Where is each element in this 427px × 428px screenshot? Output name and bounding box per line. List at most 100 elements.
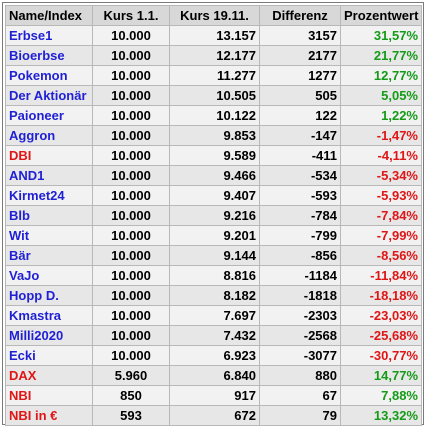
cell-differenz: 505 <box>259 85 341 106</box>
cell-kurs-now: 9.853 <box>169 125 260 146</box>
cell-name: Hopp D. <box>5 285 93 306</box>
cell-name: AND1 <box>5 165 93 186</box>
cell-prozentwert: 7,88% <box>340 385 422 406</box>
cell-kurs-start: 10.000 <box>92 165 170 186</box>
cell-prozentwert: -11,84% <box>340 265 422 286</box>
cell-differenz: 1277 <box>259 65 341 86</box>
cell-differenz: -1184 <box>259 265 341 286</box>
cell-kurs-start: 10.000 <box>92 125 170 146</box>
table-row: Kirmet24 10.000 9.407 -593 -5,93% <box>5 185 422 206</box>
cell-kurs-start: 593 <box>92 405 170 426</box>
table-body: Erbse1 10.000 13.157 3157 31,57% Bioerbse 10.0… <box>5 25 422 426</box>
table-row: NBI 850 917 67 7,88% <box>5 385 422 406</box>
table-row: DBI 10.000 9.589 -411 -4,11% <box>5 145 422 166</box>
cell-differenz: 880 <box>259 365 341 386</box>
cell-prozentwert: -30,77% <box>340 345 422 366</box>
table-row: Paioneer 10.000 10.122 122 1,22% <box>5 105 422 126</box>
cell-kurs-now: 12.177 <box>169 45 260 66</box>
header-row: Name/Index Kurs 1.1. Kurs 19.11. Differe… <box>5 5 422 26</box>
cell-differenz: -3077 <box>259 345 341 366</box>
cell-differenz: -799 <box>259 225 341 246</box>
cell-prozentwert: -5,34% <box>340 165 422 186</box>
cell-prozentwert: 31,57% <box>340 25 422 46</box>
cell-differenz: -1818 <box>259 285 341 306</box>
cell-name: Pokemon <box>5 65 93 86</box>
cell-prozentwert: -8,56% <box>340 245 422 266</box>
header-kurs-now: Kurs 19.11. <box>169 5 260 26</box>
table-row: Hopp D. 10.000 8.182 -1818 -18,18% <box>5 285 422 306</box>
cell-kurs-now: 9.216 <box>169 205 260 226</box>
cell-kurs-start: 10.000 <box>92 245 170 266</box>
cell-kurs-start: 5.960 <box>92 365 170 386</box>
cell-prozentwert: -7,84% <box>340 205 422 226</box>
cell-kurs-now: 672 <box>169 405 260 426</box>
table-row: Wit 10.000 9.201 -799 -7,99% <box>5 225 422 246</box>
cell-kurs-start: 10.000 <box>92 325 170 346</box>
cell-kurs-start: 10.000 <box>92 185 170 206</box>
cell-kurs-now: 11.277 <box>169 65 260 86</box>
cell-kurs-now: 917 <box>169 385 260 406</box>
cell-name: Der Aktionär <box>5 85 93 106</box>
table-row: Pokemon 10.000 11.277 1277 12,77% <box>5 65 422 86</box>
cell-differenz: -147 <box>259 125 341 146</box>
table-row: Bär 10.000 9.144 -856 -8,56% <box>5 245 422 266</box>
header-name: Name/Index <box>5 5 93 26</box>
cell-differenz: -856 <box>259 245 341 266</box>
cell-kurs-now: 7.697 <box>169 305 260 326</box>
table-row: Milli2020 10.000 7.432 -2568 -25,68% <box>5 325 422 346</box>
cell-differenz: 2177 <box>259 45 341 66</box>
cell-name: Bär <box>5 245 93 266</box>
cell-kurs-start: 10.000 <box>92 45 170 66</box>
cell-name: Paioneer <box>5 105 93 126</box>
cell-kurs-now: 10.122 <box>169 105 260 126</box>
cell-differenz: -2568 <box>259 325 341 346</box>
table-row: Kmastra 10.000 7.697 -2303 -23,03% <box>5 305 422 326</box>
cell-differenz: -411 <box>259 145 341 166</box>
cell-kurs-now: 9.144 <box>169 245 260 266</box>
cell-kurs-start: 10.000 <box>92 85 170 106</box>
table-row: Erbse1 10.000 13.157 3157 31,57% <box>5 25 422 46</box>
cell-name: Ecki <box>5 345 93 366</box>
cell-kurs-start: 10.000 <box>92 225 170 246</box>
cell-differenz: 122 <box>259 105 341 126</box>
cell-kurs-now: 9.589 <box>169 145 260 166</box>
cell-prozentwert: 13,32% <box>340 405 422 426</box>
cell-name: DBI <box>5 145 93 166</box>
cell-differenz: -784 <box>259 205 341 226</box>
cell-differenz: -593 <box>259 185 341 206</box>
cell-prozentwert: -18,18% <box>340 285 422 306</box>
table-row: Der Aktionär 10.000 10.505 505 5,05% <box>5 85 422 106</box>
cell-kurs-now: 6.840 <box>169 365 260 386</box>
cell-prozentwert: 14,77% <box>340 365 422 386</box>
cell-prozentwert: 5,05% <box>340 85 422 106</box>
cell-name: VaJo <box>5 265 93 286</box>
cell-kurs-now: 9.466 <box>169 165 260 186</box>
header-differenz: Differenz <box>259 5 341 26</box>
table-row: Blb 10.000 9.216 -784 -7,84% <box>5 205 422 226</box>
cell-name: Blb <box>5 205 93 226</box>
cell-kurs-start: 10.000 <box>92 205 170 226</box>
cell-name: NBI in € <box>5 405 93 426</box>
cell-kurs-start: 10.000 <box>92 25 170 46</box>
cell-kurs-now: 7.432 <box>169 325 260 346</box>
cell-prozentwert: 12,77% <box>340 65 422 86</box>
table-row: Bioerbse 10.000 12.177 2177 21,77% <box>5 45 422 66</box>
cell-name: DAX <box>5 365 93 386</box>
table-row: DAX 5.960 6.840 880 14,77% <box>5 365 422 386</box>
cell-kurs-now: 6.923 <box>169 345 260 366</box>
cell-name: Erbse1 <box>5 25 93 46</box>
cell-kurs-now: 8.816 <box>169 265 260 286</box>
table-row: Ecki 10.000 6.923 -3077 -30,77% <box>5 345 422 366</box>
cell-prozentwert: -25,68% <box>340 325 422 346</box>
cell-kurs-now: 9.201 <box>169 225 260 246</box>
cell-name: NBI <box>5 385 93 406</box>
table-row: VaJo 10.000 8.816 -1184 -11,84% <box>5 265 422 286</box>
cell-prozentwert: -7,99% <box>340 225 422 246</box>
ranking-table: Name/Index Kurs 1.1. Kurs 19.11. Differe… <box>5 5 422 426</box>
table-row: NBI in €593 672 79 13,32% <box>5 405 422 426</box>
cell-prozentwert: -5,93% <box>340 185 422 206</box>
cell-differenz: 79 <box>259 405 341 426</box>
cell-name: Kirmet24 <box>5 185 93 206</box>
cell-differenz: -2303 <box>259 305 341 326</box>
cell-kurs-now: 10.505 <box>169 85 260 106</box>
